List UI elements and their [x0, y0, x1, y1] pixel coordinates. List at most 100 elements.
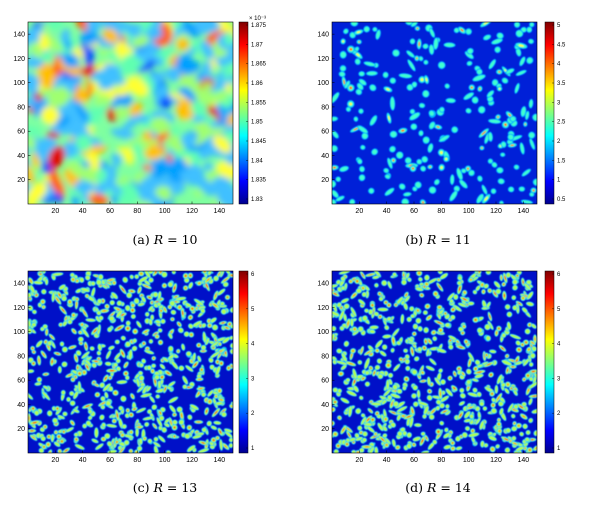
colorbar-a — [238, 21, 249, 205]
y-tick-label: 20 — [17, 426, 25, 433]
y-tick-label: 80 — [17, 104, 25, 111]
x-tick-label: 140 — [213, 457, 225, 464]
colorbar-tick-label: 2.5 — [557, 120, 566, 126]
y-tick-label: 120 — [13, 305, 25, 312]
colorbar-tick-label: 6 — [557, 272, 561, 278]
colorbar-tick-label: 4 — [557, 342, 561, 348]
y-tick-label: 120 — [317, 305, 329, 312]
y-tick-label: 20 — [321, 426, 329, 433]
x-tick-label: 60 — [410, 457, 418, 464]
x-tick-label: 40 — [383, 208, 391, 215]
caption-d: (d) R = 14 — [313, 480, 563, 495]
y-tick-label: 40 — [321, 402, 329, 409]
colorbar-tick-label: 1.84 — [251, 158, 263, 164]
colorbar-tick-label: 5 — [557, 23, 561, 29]
colorbar-tick-label: 5 — [251, 307, 255, 313]
colorbar-tick-label: 3 — [251, 376, 255, 382]
colorbar-tick-label: 1.845 — [251, 139, 267, 145]
x-tick-label: 60 — [106, 208, 114, 215]
x-tick-label: 100 — [463, 208, 475, 215]
x-tick-label: 100 — [463, 457, 475, 464]
colorbar-c — [238, 270, 249, 454]
x-tick-label: 120 — [186, 208, 198, 215]
plot-frame-a — [27, 21, 234, 205]
x-tick-label: 20 — [51, 208, 59, 215]
x-tick-label: 80 — [133, 208, 141, 215]
colorbar-tick-label: 1.87 — [251, 42, 263, 48]
x-tick-label: 100 — [159, 457, 171, 464]
caption-eq-b: = 11 — [440, 232, 471, 247]
colorbar-tick-label: 3.5 — [557, 81, 566, 87]
x-tick-label: 100 — [159, 208, 171, 215]
colorbar-tick-label: 1.855 — [251, 100, 267, 106]
colorbar-tick-label: 1.85 — [251, 120, 263, 126]
heatmap-field-c — [28, 271, 233, 453]
plot-frame-c — [27, 270, 234, 454]
y-tick-label: 20 — [321, 177, 329, 184]
caption-var-b: R — [426, 232, 437, 247]
colorbar-tick-label: 1.5 — [557, 158, 566, 164]
colorbar-d — [544, 270, 555, 454]
y-tick-label: 60 — [17, 129, 25, 136]
caption-b: (b) R = 11 — [313, 232, 563, 247]
colorbar-tick-label: 4.5 — [557, 42, 566, 48]
x-tick-label: 140 — [517, 457, 529, 464]
colorbar-tick-label: 1.86 — [251, 81, 263, 87]
caption-label-a: (a) — [132, 232, 150, 247]
caption-eq-d: = 14 — [440, 480, 471, 495]
colorbar-tick-label: 1.865 — [251, 62, 267, 68]
y-tick-label: 140 — [13, 32, 25, 39]
x-tick-label: 80 — [133, 457, 141, 464]
heatmap-field-b — [332, 22, 537, 204]
caption-eq-a: = 10 — [167, 232, 198, 247]
caption-label-d: (d) — [405, 480, 423, 495]
colorbar-tick-label: 2 — [557, 411, 561, 417]
heatmap-field-a — [28, 22, 233, 204]
colorbar-tick-label: 0.5 — [557, 197, 566, 203]
y-tick-label: 140 — [317, 281, 329, 288]
x-tick-label: 140 — [517, 208, 529, 215]
colorbar-tick-label: 3 — [557, 376, 561, 382]
caption-a: (a) R = 10 — [40, 232, 290, 247]
colorbar-tick-label: 6 — [251, 272, 255, 278]
x-tick-label: 80 — [437, 208, 445, 215]
colorbar-tick-label: 5 — [557, 307, 561, 313]
colorbar-tick-label: 1 — [251, 446, 255, 452]
y-tick-label: 40 — [17, 402, 25, 409]
x-tick-label: 40 — [79, 457, 87, 464]
y-tick-label: 40 — [321, 153, 329, 160]
colorbar-tick-label: 2 — [251, 411, 255, 417]
caption-var-d: R — [426, 480, 437, 495]
colorbar-b — [544, 21, 555, 205]
y-tick-label: 100 — [317, 329, 329, 336]
colorbar-tick-label: 4 — [557, 62, 561, 68]
x-tick-label: 120 — [490, 457, 502, 464]
x-tick-label: 120 — [490, 208, 502, 215]
x-tick-label: 60 — [106, 457, 114, 464]
x-tick-label: 40 — [383, 457, 391, 464]
x-tick-label: 120 — [186, 457, 198, 464]
caption-label-b: (b) — [405, 232, 423, 247]
caption-c: (c) R = 13 — [40, 480, 290, 495]
plot-frame-d — [331, 270, 538, 454]
y-tick-label: 120 — [317, 56, 329, 63]
y-tick-label: 140 — [317, 32, 329, 39]
colorbar-tick-label: 2 — [557, 139, 561, 145]
y-tick-label: 60 — [17, 378, 25, 385]
x-tick-label: 40 — [79, 208, 87, 215]
colorbar-tick-label: 1 — [557, 178, 561, 184]
x-tick-label: 20 — [355, 457, 363, 464]
y-tick-label: 120 — [13, 56, 25, 63]
y-tick-label: 80 — [17, 353, 25, 360]
x-tick-label: 80 — [437, 457, 445, 464]
y-tick-label: 60 — [321, 378, 329, 385]
colorbar-exponent: × 10⁻³ — [249, 16, 266, 22]
y-tick-label: 100 — [13, 80, 25, 87]
colorbar-tick-label: 1.875 — [251, 23, 267, 29]
y-tick-label: 80 — [321, 104, 329, 111]
x-tick-label: 60 — [410, 208, 418, 215]
